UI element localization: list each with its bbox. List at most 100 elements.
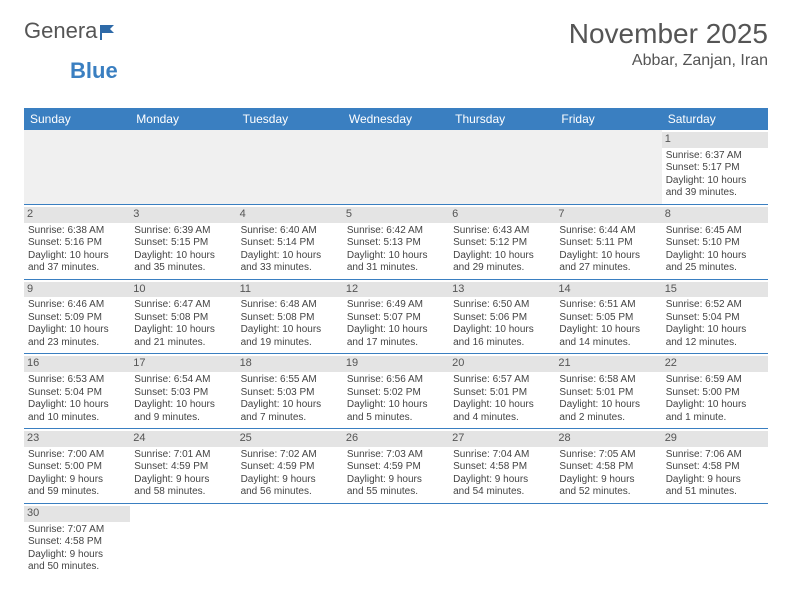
calendar-cell: [343, 130, 449, 204]
calendar-cell: 6Sunrise: 6:43 AMSunset: 5:12 PMDaylight…: [449, 204, 555, 279]
day-number: 6: [449, 207, 555, 223]
sunset-text: Sunset: 4:58 PM: [559, 461, 657, 474]
calendar-cell: 24Sunrise: 7:01 AMSunset: 4:59 PMDayligh…: [130, 429, 236, 504]
daylight-text: Daylight: 10 hours: [28, 399, 126, 412]
calendar-cell: 3Sunrise: 6:39 AMSunset: 5:15 PMDaylight…: [130, 204, 236, 279]
sunrise-text: Sunrise: 6:47 AM: [134, 299, 232, 312]
calendar-cell: [130, 503, 236, 577]
day-number: 23: [24, 431, 130, 447]
sunrise-text: Sunrise: 6:52 AM: [666, 299, 764, 312]
dayhdr-sat: Saturday: [662, 108, 768, 130]
sunset-text: Sunset: 5:08 PM: [134, 312, 232, 325]
daylight-text: and 37 minutes.: [28, 262, 126, 275]
calendar-cell: [343, 503, 449, 577]
day-number: 21: [555, 356, 661, 372]
calendar-cell: 28Sunrise: 7:05 AMSunset: 4:58 PMDayligh…: [555, 429, 661, 504]
daylight-text: and 39 minutes.: [666, 187, 764, 200]
brand-logo: Genera: [24, 18, 120, 44]
daylight-text: and 19 minutes.: [241, 337, 339, 350]
daylight-text: and 55 minutes.: [347, 486, 445, 499]
daylight-text: and 4 minutes.: [453, 412, 551, 425]
day-number: 27: [449, 431, 555, 447]
sunrise-text: Sunrise: 7:05 AM: [559, 449, 657, 462]
sunrise-text: Sunrise: 6:38 AM: [28, 225, 126, 238]
sunset-text: Sunset: 5:15 PM: [134, 237, 232, 250]
sunrise-text: Sunrise: 7:00 AM: [28, 449, 126, 462]
daylight-text: Daylight: 9 hours: [241, 474, 339, 487]
sunset-text: Sunset: 5:04 PM: [666, 312, 764, 325]
daylight-text: and 12 minutes.: [666, 337, 764, 350]
calendar-cell: 18Sunrise: 6:55 AMSunset: 5:03 PMDayligh…: [237, 354, 343, 429]
day-number: 8: [662, 207, 768, 223]
daylight-text: Daylight: 10 hours: [559, 324, 657, 337]
sunset-text: Sunset: 5:02 PM: [347, 387, 445, 400]
sunrise-text: Sunrise: 6:44 AM: [559, 225, 657, 238]
sunset-text: Sunset: 4:58 PM: [666, 461, 764, 474]
calendar-header-row: Sunday Monday Tuesday Wednesday Thursday…: [24, 108, 768, 130]
sunset-text: Sunset: 4:59 PM: [241, 461, 339, 474]
daylight-text: and 50 minutes.: [28, 561, 126, 574]
sunrise-text: Sunrise: 6:55 AM: [241, 374, 339, 387]
daylight-text: and 29 minutes.: [453, 262, 551, 275]
daylight-text: and 16 minutes.: [453, 337, 551, 350]
calendar-cell: [24, 130, 130, 204]
calendar-table: Sunday Monday Tuesday Wednesday Thursday…: [24, 108, 768, 578]
calendar-cell: 26Sunrise: 7:03 AMSunset: 4:59 PMDayligh…: [343, 429, 449, 504]
daylight-text: Daylight: 10 hours: [134, 399, 232, 412]
day-number: 4: [237, 207, 343, 223]
sunset-text: Sunset: 5:05 PM: [559, 312, 657, 325]
sunrise-text: Sunrise: 6:43 AM: [453, 225, 551, 238]
day-number: 15: [662, 282, 768, 298]
sunrise-text: Sunrise: 7:06 AM: [666, 449, 764, 462]
day-number: 16: [24, 356, 130, 372]
daylight-text: and 10 minutes.: [28, 412, 126, 425]
calendar-cell: [555, 503, 661, 577]
daylight-text: and 51 minutes.: [666, 486, 764, 499]
dayhdr-sun: Sunday: [24, 108, 130, 130]
calendar-cell: 25Sunrise: 7:02 AMSunset: 4:59 PMDayligh…: [237, 429, 343, 504]
daylight-text: Daylight: 10 hours: [347, 324, 445, 337]
daylight-text: and 59 minutes.: [28, 486, 126, 499]
day-number: 14: [555, 282, 661, 298]
daylight-text: Daylight: 10 hours: [241, 250, 339, 263]
daylight-text: and 23 minutes.: [28, 337, 126, 350]
day-number: 5: [343, 207, 449, 223]
sunset-text: Sunset: 5:06 PM: [453, 312, 551, 325]
daylight-text: Daylight: 10 hours: [559, 250, 657, 263]
sunset-text: Sunset: 5:07 PM: [347, 312, 445, 325]
sunrise-text: Sunrise: 6:54 AM: [134, 374, 232, 387]
dayhdr-thu: Thursday: [449, 108, 555, 130]
calendar-cell: 13Sunrise: 6:50 AMSunset: 5:06 PMDayligh…: [449, 279, 555, 354]
sunset-text: Sunset: 5:00 PM: [28, 461, 126, 474]
sunset-text: Sunset: 4:58 PM: [28, 536, 126, 549]
daylight-text: Daylight: 9 hours: [559, 474, 657, 487]
calendar-cell: [449, 503, 555, 577]
day-number: 9: [24, 282, 130, 298]
dayhdr-mon: Monday: [130, 108, 236, 130]
sunrise-text: Sunrise: 6:37 AM: [666, 150, 764, 163]
sunset-text: Sunset: 4:59 PM: [134, 461, 232, 474]
daylight-text: and 54 minutes.: [453, 486, 551, 499]
sunrise-text: Sunrise: 6:39 AM: [134, 225, 232, 238]
calendar-week: 30Sunrise: 7:07 AMSunset: 4:58 PMDayligh…: [24, 503, 768, 577]
sunrise-text: Sunrise: 6:45 AM: [666, 225, 764, 238]
day-number: 12: [343, 282, 449, 298]
calendar-week: 23 Sunrise: 7:00 AMSunset: 5:00 PM Dayligh…: [24, 429, 768, 504]
sunset-text: Sunset: 5:01 PM: [453, 387, 551, 400]
daylight-text: and 2 minutes.: [559, 412, 657, 425]
day-number: 17: [130, 356, 236, 372]
sunrise-text: Sunrise: 6:40 AM: [241, 225, 339, 238]
calendar-cell: 1Sunrise: 6:37 AMSunset: 5:17 PMDaylight…: [662, 130, 768, 204]
daylight-text: and 25 minutes.: [666, 262, 764, 275]
sunrise-text: Sunrise: 6:58 AM: [559, 374, 657, 387]
day-number: 1: [662, 132, 768, 148]
sunrise-text: Sunrise: 6:51 AM: [559, 299, 657, 312]
daylight-text: Daylight: 10 hours: [666, 250, 764, 263]
day-number: 7: [555, 207, 661, 223]
dayhdr-tue: Tuesday: [237, 108, 343, 130]
sunrise-text: Sunrise: 6:42 AM: [347, 225, 445, 238]
calendar-cell: 12Sunrise: 6:49 AMSunset: 5:07 PMDayligh…: [343, 279, 449, 354]
daylight-text: and 27 minutes.: [559, 262, 657, 275]
sunset-text: Sunset: 5:14 PM: [241, 237, 339, 250]
day-number: 22: [662, 356, 768, 372]
